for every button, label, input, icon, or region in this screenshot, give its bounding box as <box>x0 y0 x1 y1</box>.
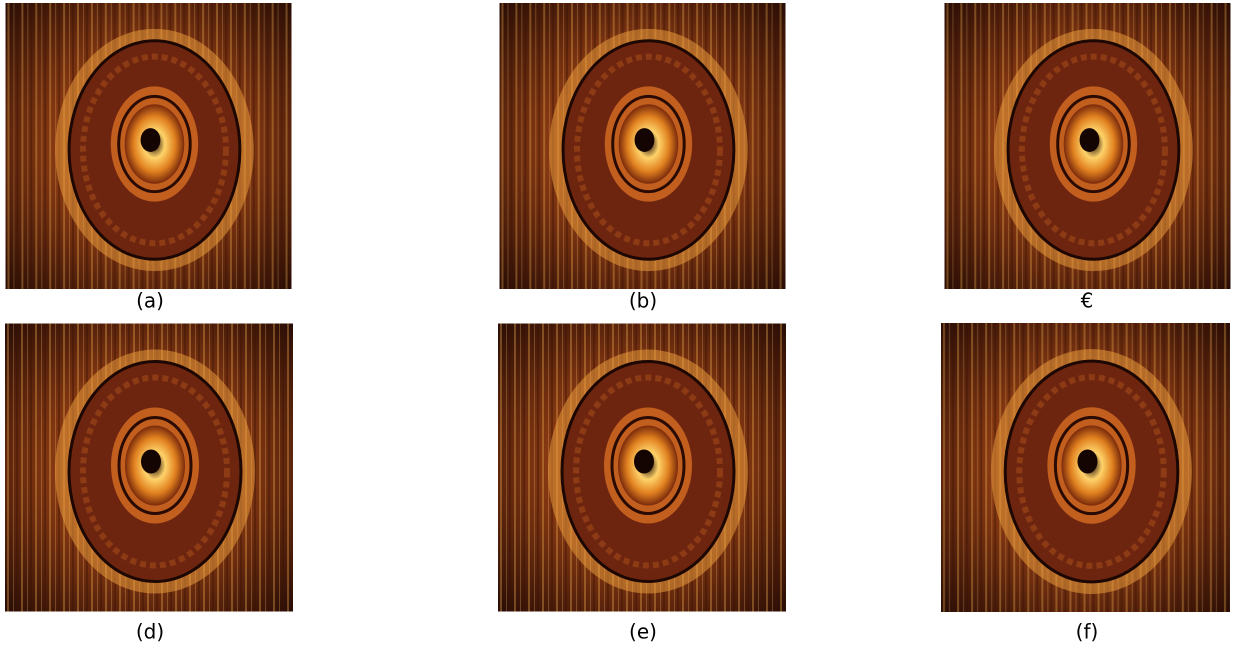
panel-label: € <box>1081 289 1094 313</box>
panel-label: (b) <box>629 289 657 313</box>
panel-image <box>941 323 1230 612</box>
panel-image <box>498 324 786 612</box>
panel-image <box>500 3 786 289</box>
panel-image <box>5 324 293 612</box>
panel-image <box>6 3 292 289</box>
figure: (a) (b) € (d) (e) (f) <box>0 0 1235 650</box>
panel-label: (f) <box>1076 620 1099 644</box>
panel-label: (d) <box>136 620 164 644</box>
panel-label: (a) <box>136 289 164 313</box>
panel-image <box>945 3 1231 289</box>
panel-label: (e) <box>629 620 657 644</box>
